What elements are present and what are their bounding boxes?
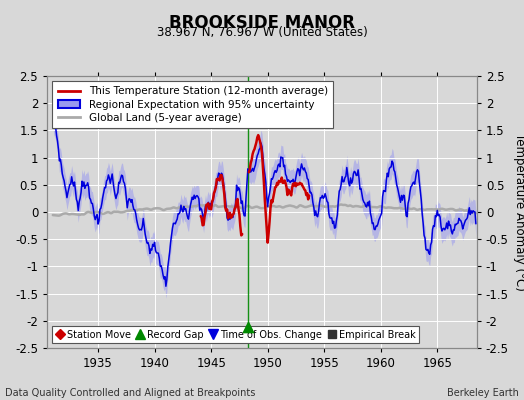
Legend: Station Move, Record Gap, Time of Obs. Change, Empirical Break: Station Move, Record Gap, Time of Obs. C… <box>52 326 419 344</box>
Point <box>244 324 252 330</box>
Y-axis label: Temperature Anomaly (°C): Temperature Anomaly (°C) <box>513 133 524 291</box>
Text: BROOKSIDE MANOR: BROOKSIDE MANOR <box>169 14 355 32</box>
Text: Berkeley Earth: Berkeley Earth <box>447 388 519 398</box>
Text: Data Quality Controlled and Aligned at Breakpoints: Data Quality Controlled and Aligned at B… <box>5 388 256 398</box>
Text: 38.967 N, 76.967 W (United States): 38.967 N, 76.967 W (United States) <box>157 26 367 39</box>
